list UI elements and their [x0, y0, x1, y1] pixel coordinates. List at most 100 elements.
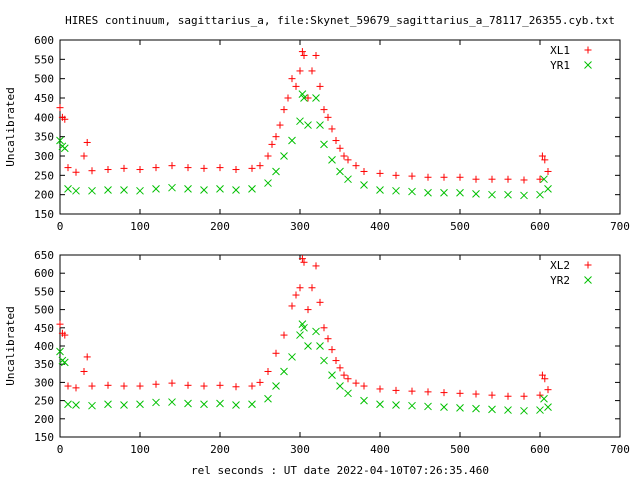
x-tick-label: 400: [370, 220, 390, 233]
data-point: [104, 400, 112, 409]
data-point: [304, 306, 312, 314]
data-point: [200, 164, 208, 172]
data-point: [440, 188, 448, 197]
x-tick-label: 0: [57, 220, 64, 233]
data-point: [340, 371, 348, 379]
data-point: [320, 106, 328, 114]
data-point: [536, 175, 544, 183]
x-tick-label: 700: [610, 220, 630, 233]
data-point: [392, 171, 400, 179]
data-point: [200, 382, 208, 390]
y-tick-label: 200: [34, 413, 54, 426]
data-point: [64, 382, 72, 390]
data-point: [216, 381, 224, 389]
data-point: [272, 167, 280, 176]
data-point: [200, 186, 208, 194]
data-point: [328, 346, 336, 354]
data-point: [304, 121, 312, 129]
chart-panel-top: 0 100 200 300 400 500 600 700 150 200 250 300 350 400…: [4, 34, 630, 233]
data-point: [104, 381, 112, 389]
y-tick-label: 400: [34, 111, 54, 124]
data-point: [64, 185, 72, 193]
data-point: [248, 382, 256, 390]
y-tick-label: 350: [34, 358, 54, 371]
data-point: [344, 389, 352, 398]
data-point: [312, 94, 320, 102]
data-point: [300, 258, 308, 266]
x-tick-label: 200: [210, 220, 230, 233]
data-point: [298, 90, 307, 98]
data-point: [284, 94, 292, 102]
data-point: [72, 401, 80, 409]
data-point: [300, 323, 308, 332]
data-point: [216, 399, 224, 408]
data-point: [88, 186, 96, 195]
data-point: [80, 152, 88, 160]
data-point: [336, 144, 344, 152]
data-point: [288, 353, 296, 361]
y-tick-label: 550: [34, 285, 54, 298]
data-point: [288, 136, 296, 145]
data-point: [56, 320, 64, 328]
data-point: [272, 133, 280, 141]
data-point: [232, 186, 240, 194]
data-point: [408, 401, 416, 410]
data-point: [280, 106, 288, 114]
data-point: [376, 400, 384, 409]
data-point: [520, 191, 528, 200]
data-point: [136, 186, 144, 195]
data-point: [120, 401, 128, 409]
data-point: [232, 383, 240, 391]
legend-label: YR1: [550, 59, 570, 72]
y-tick-label: 500: [34, 73, 54, 86]
data-point: [336, 167, 344, 176]
data-point: [268, 140, 276, 148]
data-point: [504, 392, 512, 400]
y-tick-label: 650: [34, 249, 54, 262]
y-tick-label: 350: [34, 131, 54, 144]
data-point: [488, 405, 496, 414]
x-tick-label: 300: [290, 443, 310, 456]
data-point: [296, 331, 304, 339]
data-point: [60, 358, 69, 367]
data-point: [456, 188, 464, 197]
data-point: [332, 357, 340, 365]
data-point: [56, 347, 64, 356]
x-tick-label: 0: [57, 443, 64, 456]
y-tick-label: 250: [34, 169, 54, 182]
y-axis-label: Uncalibrated: [4, 306, 17, 385]
data-point: [280, 331, 288, 339]
data-point: [152, 380, 160, 388]
chart-panel-bottom: 0 100 200 300 400 500 600 700 150 200 250 300 350 400…: [4, 249, 630, 456]
data-point: [60, 144, 69, 153]
y-tick-label: 300: [34, 376, 54, 389]
data-point: [288, 302, 296, 310]
data-point: [264, 367, 272, 375]
x-tick-label: 500: [450, 220, 470, 233]
data-point: [292, 82, 300, 90]
data-point: [376, 385, 384, 393]
data-point: [328, 125, 336, 133]
data-point: [504, 175, 512, 183]
data-point: [440, 173, 448, 181]
data-point: [184, 185, 192, 193]
data-point: [472, 390, 480, 398]
x-tick-label: 600: [530, 220, 550, 233]
data-point: [408, 172, 416, 180]
data-point: [120, 382, 128, 390]
data-point: [424, 188, 432, 197]
data-point: [72, 168, 80, 176]
legend-label: XL2: [550, 259, 570, 272]
data-point: [136, 166, 144, 174]
data-point: [88, 401, 96, 410]
data-point: [256, 162, 264, 170]
data-point: [472, 404, 480, 413]
y-tick-label: 550: [34, 53, 54, 66]
data-point: [336, 364, 344, 372]
data-point: [332, 137, 340, 145]
data-point: [184, 164, 192, 172]
data-point: [408, 187, 416, 196]
data-point: [352, 162, 360, 170]
data-point: [408, 387, 416, 395]
data-point: [316, 298, 324, 306]
